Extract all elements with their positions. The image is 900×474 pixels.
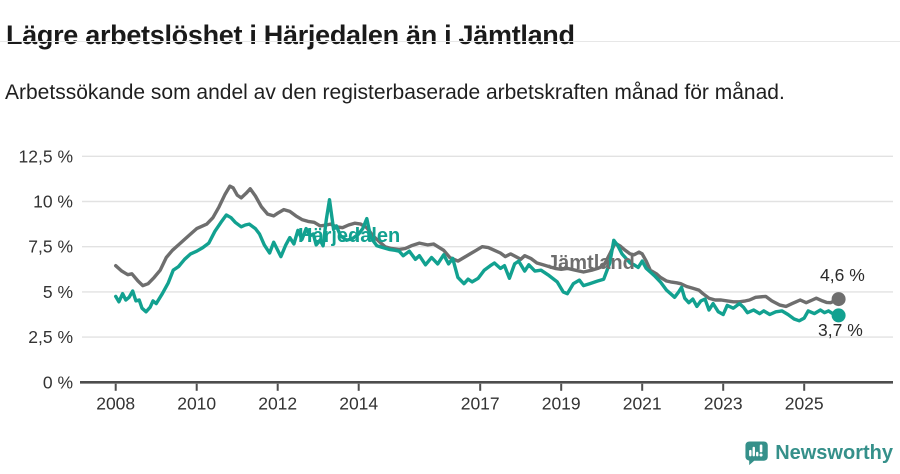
x-axis-tick-label: 2019 xyxy=(542,393,581,413)
title-divider xyxy=(0,41,900,42)
chart-subtitle: Arbetssökande som andel av den registerb… xyxy=(5,81,785,104)
y-axis-tick-label: 5 % xyxy=(43,282,73,302)
series-line-harjedalen xyxy=(113,198,841,323)
series-label-harjedalen: Härjedalen xyxy=(298,225,401,247)
end-dot-harjedalen xyxy=(831,308,846,323)
y-axis-tick-label: 0 % xyxy=(43,372,73,392)
series-label-jamtland: Jämtland xyxy=(547,252,635,274)
x-axis-tick-label: 2010 xyxy=(177,393,216,413)
x-axis-tick-label: 2008 xyxy=(96,393,135,413)
chart-title: Lägre arbetslöshet i Härjedalen än i Jäm… xyxy=(6,20,575,51)
end-dot-jamtland xyxy=(831,292,846,307)
x-axis-tick-label: 2012 xyxy=(258,393,297,413)
y-axis-tick-label: 2,5 % xyxy=(28,327,73,347)
plot-area: 12,5 % 10 % 7,5 % 5 % 2,5 % 0 % 2008 2010 2012 20… xyxy=(19,146,893,413)
x-axis-tick-label: 2025 xyxy=(785,393,824,413)
series-line-jamtland xyxy=(113,184,841,309)
y-axis-tick-label: 12,5 % xyxy=(19,146,73,166)
end-value-label-jamtland: 4,6 % xyxy=(820,265,865,285)
line-chart: 12,5 % 10 % 7,5 % 5 % 2,5 % 0 % 2008 2010 2012 20… xyxy=(0,140,900,440)
y-axis-tick-label: 10 % xyxy=(33,192,73,212)
newsworthy-logo-icon xyxy=(744,440,769,466)
footer: Newsworthy xyxy=(744,440,893,466)
newsworthy-brand-text: Newsworthy xyxy=(775,441,893,464)
x-axis-tick-label: 2017 xyxy=(461,393,500,413)
y-axis-tick-label: 7,5 % xyxy=(28,237,73,257)
x-axis-tick-label: 2023 xyxy=(704,393,743,413)
end-value-label-harjedalen: 3,7 % xyxy=(818,320,863,340)
logo-bar-chart-glyph xyxy=(749,444,763,457)
x-axis-tick-label: 2014 xyxy=(339,393,378,413)
x-axis-tick-label: 2021 xyxy=(623,393,662,413)
